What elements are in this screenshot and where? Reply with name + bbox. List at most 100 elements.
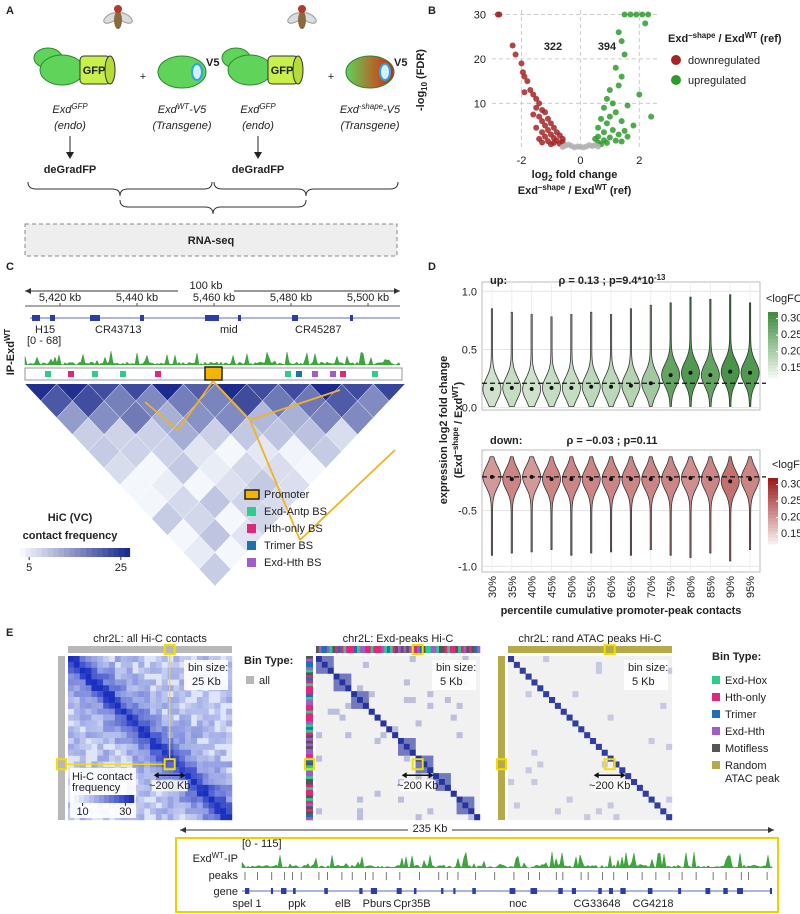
map-cell	[120, 661, 127, 668]
colorbar-step	[109, 795, 115, 803]
construct-name: ExdGFP	[240, 102, 276, 116]
map-cell	[595, 661, 602, 668]
map-cell	[173, 755, 180, 762]
map-cell	[374, 714, 381, 721]
fly-body	[114, 11, 122, 29]
bin-bar	[306, 724, 313, 728]
map-cell	[648, 796, 655, 803]
map-cell	[103, 673, 110, 680]
legend-label: Exd-Antp BS	[264, 506, 327, 518]
bin-bar	[306, 773, 313, 777]
map-cell	[68, 732, 75, 739]
map-cell	[138, 784, 145, 791]
legend-swatch	[712, 710, 720, 718]
colorbar-step	[119, 548, 125, 557]
colorbar-step	[25, 548, 32, 557]
y-axis-label-part: (FDR)	[415, 49, 427, 82]
map-cell	[155, 708, 162, 715]
binding-site	[45, 371, 51, 377]
violin	[740, 456, 760, 551]
bin-bar	[306, 751, 313, 755]
highlight	[411, 758, 424, 771]
map-cell	[173, 702, 180, 709]
point	[609, 100, 616, 107]
map-cell	[362, 702, 369, 709]
map-cell	[214, 702, 221, 709]
map-cell	[462, 796, 469, 803]
map-cell	[126, 685, 133, 692]
map-cell	[220, 732, 227, 739]
x-tick-label: 55%	[586, 576, 598, 598]
scale-arrow	[25, 288, 31, 294]
map-cell	[68, 661, 75, 668]
violin	[700, 456, 720, 554]
legend-swatch	[712, 761, 720, 769]
map-cell	[150, 726, 157, 733]
bin-bar	[463, 646, 467, 653]
legend-title-part: / Exd	[715, 33, 744, 45]
map-cell	[103, 661, 110, 668]
legend-swatch	[244, 489, 260, 500]
map-cell	[185, 790, 192, 797]
colorbar-step	[768, 351, 778, 356]
map-cell	[179, 697, 186, 704]
span-arrow-head	[620, 772, 626, 779]
map-cell	[566, 714, 573, 721]
point	[600, 104, 607, 111]
bin-bar	[306, 814, 313, 818]
mean-dot	[569, 477, 574, 482]
count-label: 394	[598, 41, 617, 53]
point	[518, 60, 525, 67]
plus: +	[328, 71, 334, 83]
map-cell	[191, 749, 198, 756]
legend-title-part: Exd	[668, 33, 688, 45]
point	[533, 104, 540, 111]
map-cell	[126, 749, 133, 756]
map-cell	[138, 749, 145, 756]
map-cell	[97, 673, 104, 680]
mean-dot	[509, 477, 514, 482]
map-cell	[226, 790, 233, 797]
map-cell	[68, 743, 75, 750]
colorbar-step	[768, 348, 778, 352]
map-cell	[138, 708, 145, 715]
bin-bar	[498, 656, 505, 820]
gene-label: mid	[220, 324, 238, 336]
legend-swatch	[247, 558, 256, 567]
map-cell	[79, 708, 86, 715]
assay-box	[24, 223, 398, 257]
legend-label: Promoter	[264, 489, 310, 501]
point	[598, 115, 605, 122]
map-cell	[161, 667, 168, 674]
map-cell	[68, 679, 75, 686]
map-cell	[120, 743, 127, 750]
brace	[27, 181, 213, 197]
map-cell	[155, 767, 162, 774]
gene-label: noc	[509, 898, 527, 910]
map-cell	[79, 679, 86, 686]
colorbar-step	[768, 530, 778, 535]
track-label: gene	[214, 886, 238, 898]
point	[559, 143, 566, 150]
map-cell	[167, 708, 174, 715]
colorbar-step	[64, 548, 70, 557]
map-cell	[220, 749, 227, 756]
map-cell	[196, 743, 203, 750]
map-cell	[103, 667, 110, 674]
map-cell	[357, 796, 364, 803]
mean-dot	[748, 370, 753, 375]
map-cell	[114, 743, 121, 750]
map-cell	[566, 796, 573, 803]
map-cell	[144, 720, 151, 727]
map-cell	[138, 773, 145, 780]
y-axis-label: (Exd–shape / ExdWT)	[451, 381, 465, 478]
colorbar-step	[53, 548, 59, 557]
point	[606, 87, 613, 93]
x-tick-label: 95%	[745, 576, 757, 598]
loop-arrow	[249, 389, 341, 421]
map-cell	[386, 726, 393, 733]
gene-label: elB	[335, 898, 351, 910]
map-cell	[150, 755, 157, 762]
point	[624, 102, 631, 109]
map-cell	[120, 691, 127, 698]
